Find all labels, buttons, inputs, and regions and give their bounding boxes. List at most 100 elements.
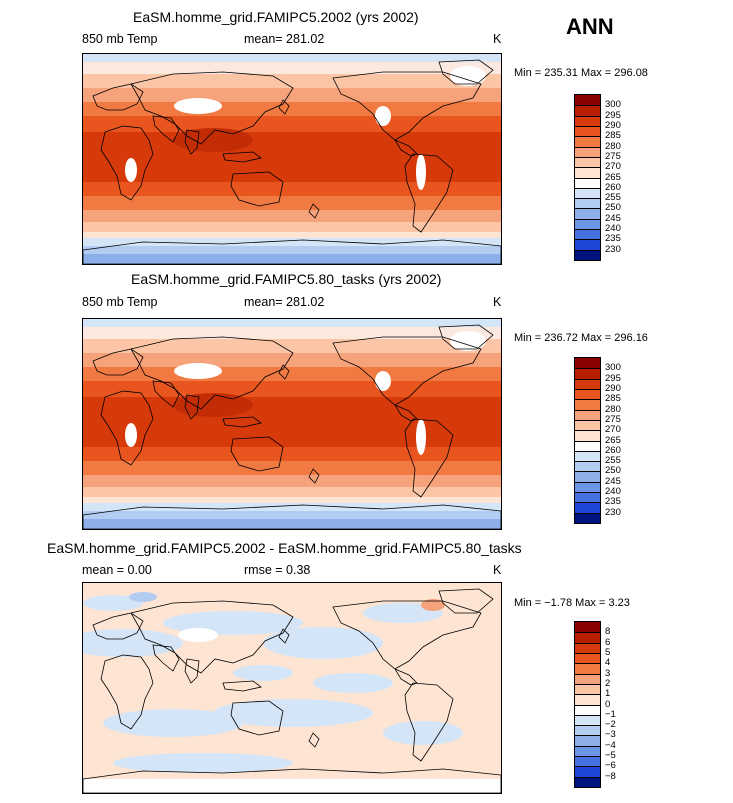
missing-data-region	[375, 106, 391, 126]
colorbar-swatch	[575, 776, 600, 787]
colorbar-tick-label: 290	[605, 119, 621, 131]
missing-data-region	[125, 423, 137, 447]
colorbar-tick-label: 240	[605, 223, 621, 235]
colorbar-tick-label: 230	[605, 243, 621, 255]
missing-data-region	[450, 66, 486, 86]
colorbar-swatch	[575, 471, 600, 482]
colorbar-tick-label: 280	[605, 140, 621, 152]
panel-1-mean-label: mean= 281.02	[244, 32, 325, 46]
coastline-path	[92, 83, 144, 111]
colorbar-swatch	[575, 461, 600, 472]
colorbar-swatch	[575, 766, 600, 777]
colorbar-swatch	[575, 492, 600, 503]
contour-band	[83, 246, 501, 254]
colorbar-swatch	[575, 198, 600, 209]
colorbar-swatch	[575, 745, 600, 757]
coastline-path	[152, 380, 180, 408]
colorbar-tick-label: 295	[605, 372, 621, 384]
coastline-path	[92, 612, 144, 640]
colorbar-tick-label: 270	[605, 161, 621, 173]
coastline-path	[332, 600, 482, 670]
contour-band	[383, 721, 463, 745]
missing-data-region	[178, 628, 218, 642]
colorbar-tick-label: 245	[605, 212, 621, 224]
colorbar-swatch	[575, 399, 600, 410]
colorbar-swatch	[575, 450, 600, 462]
contour-band	[83, 779, 501, 793]
coastlines	[83, 324, 501, 529]
coastline-path	[308, 468, 320, 484]
coastline-path	[83, 239, 501, 264]
colorbar-swatch	[575, 714, 600, 726]
contour-band	[83, 339, 501, 353]
contour-band	[129, 592, 157, 602]
panel-3-title: EaSM.homme_grid.FAMIPC5.2002 - EaSM.homm…	[47, 540, 522, 556]
panel-1-minmax: Min = 235.31 Max = 296.08	[514, 67, 648, 79]
colorbar-tick-label: 265	[605, 171, 621, 183]
coastline-path	[278, 99, 290, 115]
colorbar-swatch	[575, 229, 600, 240]
colorbar-tick-label: −5	[605, 750, 616, 762]
panel-1-units: K	[493, 32, 502, 46]
coastline-path	[278, 628, 290, 644]
colorbar-swatch	[575, 704, 600, 715]
contour-band	[83, 327, 501, 339]
coastline-path	[438, 59, 494, 85]
coastline-path	[332, 336, 482, 406]
contour-band	[83, 381, 501, 397]
colorbar-swatch	[575, 725, 600, 736]
colorbar-swatch	[575, 622, 600, 633]
colorbar-swatch	[575, 430, 600, 441]
colorbar-tick-label: −1	[605, 708, 616, 720]
contour-band	[233, 665, 293, 681]
colorbar-swatch	[575, 481, 600, 493]
contour-band	[83, 116, 501, 132]
colorbar-tick-label: 260	[605, 444, 621, 456]
colorbar-swatch	[575, 440, 600, 451]
coastline-path	[184, 394, 200, 420]
colorbar-swatch	[575, 663, 600, 674]
colorbar-swatch	[575, 735, 600, 746]
contour-band	[83, 88, 501, 102]
missing-data-region	[125, 158, 137, 182]
coastline-path	[222, 680, 262, 692]
panel-2-units: K	[493, 295, 502, 309]
coastline-path	[130, 336, 294, 410]
contour-band	[103, 709, 243, 737]
season-label: ANN	[566, 14, 614, 39]
coastline-path	[184, 658, 200, 684]
colorbar-swatch	[575, 378, 600, 389]
coastlines	[83, 59, 501, 264]
panel-2-title: EaSM.homme_grid.FAMIPC5.80_tasks (yrs 20…	[131, 271, 442, 287]
colorbar-swatch	[575, 419, 600, 431]
colorbar-tick-label: 2	[605, 677, 611, 689]
colorbar-tick-label: −6	[605, 760, 616, 772]
colorbar-tick-label: 3	[605, 667, 611, 679]
colorbar-tick-label: 290	[605, 382, 621, 394]
colorbar-swatch	[575, 187, 600, 199]
coastline-path	[152, 115, 180, 143]
contour-band	[83, 254, 501, 264]
contour-band	[83, 222, 501, 232]
colorbar-tick-label: −8	[605, 770, 616, 782]
colorbar-tick-label: 270	[605, 424, 621, 436]
coastline-path	[83, 504, 501, 529]
missing-data-region	[174, 98, 222, 114]
contour-band	[83, 62, 501, 74]
coastline-path	[152, 644, 180, 672]
colorbar-tick-label: 265	[605, 434, 621, 446]
panel-1-colorbar: 300 295 290 285 280 275 270 265 260 255 250 245 240 2…	[574, 94, 621, 261]
missing-data-region	[416, 419, 426, 455]
colorbar-tick-label: 235	[605, 496, 621, 508]
coastline-path	[130, 71, 294, 145]
colorbar-swatch	[575, 208, 600, 219]
coastline-path	[278, 364, 290, 380]
panel-2-mean-label: mean= 281.02	[244, 295, 325, 309]
colorbar-tick-label: −2	[605, 719, 616, 731]
colorbar-swatch	[575, 146, 600, 157]
colorbar-tick-label: 285	[605, 393, 621, 405]
colorbar-swatch	[575, 512, 600, 523]
colorbar-tick-label: 300	[605, 362, 621, 374]
panel-2-map	[82, 318, 502, 530]
panel-3-mean-label: mean = 0.00	[82, 563, 152, 577]
